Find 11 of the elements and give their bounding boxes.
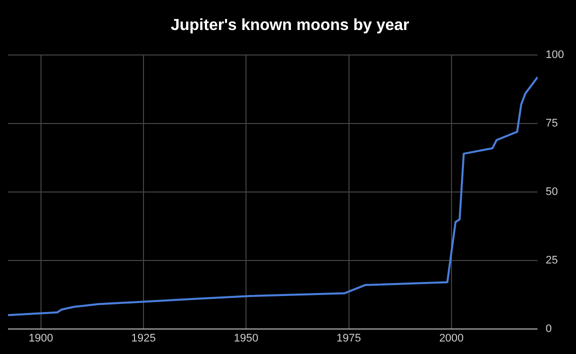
- x-tick-label: 1975: [336, 332, 362, 344]
- x-tick-label: 1950: [234, 332, 258, 344]
- chart-title: Jupiter's known moons by year: [170, 17, 410, 34]
- x-tick-label: 1900: [28, 332, 54, 344]
- x-tick-label: 1925: [131, 332, 156, 344]
- y-tick-label: 0: [546, 322, 552, 335]
- y-tick-label: 25: [546, 254, 558, 266]
- y-tick-label: 100: [546, 49, 564, 62]
- y-tick-label: 75: [546, 118, 558, 130]
- x-tick-label: 2000: [439, 332, 464, 344]
- y-tick-label: 50: [546, 186, 558, 198]
